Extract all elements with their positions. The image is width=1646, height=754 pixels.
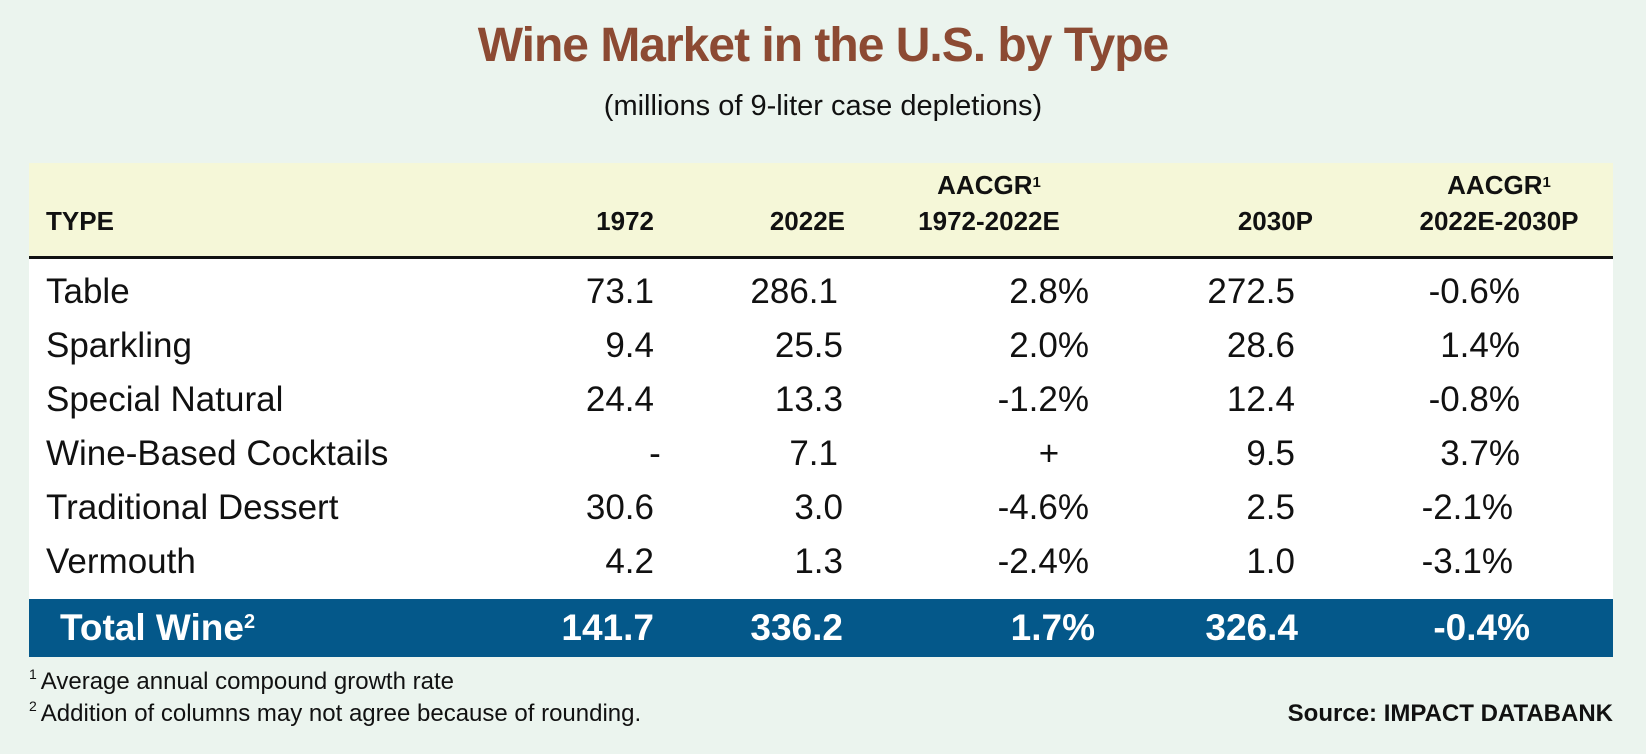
value-1972: 30.6 <box>585 488 654 527</box>
value-aacgr-1972-2022e: -2.4% <box>997 542 1089 581</box>
value-aacgr-1972-2022e: 2.0% <box>1009 326 1089 365</box>
header-2030p: 2030P <box>1237 206 1313 236</box>
table-row: Sparkling 9.4 25.5 2.0% 28.6 1.4% <box>29 319 1613 373</box>
header-2022e: 2022E <box>769 206 845 236</box>
value-2022e: 3.0 <box>794 488 843 527</box>
header-1972: 1972 <box>596 206 654 236</box>
value-aacgr-2022e-2030p: -0.6% <box>1428 272 1520 311</box>
table-header: TYPE 1972 2022E AACGR1 1972-2022E 2030P … <box>29 163 1613 259</box>
total-aacgr-1972-2022e: 1.7% <box>1010 607 1095 648</box>
total-1972: 141.7 <box>561 607 654 648</box>
footnote-2: 2 Addition of columns may not agree becau… <box>29 698 642 727</box>
value-2030p: 272.5 <box>1207 272 1295 311</box>
value-aacgr-2022e-2030p: -0.8% <box>1428 380 1520 419</box>
value-2022e: 1.3 <box>794 542 843 581</box>
value-2030p: 12.4 <box>1226 380 1295 419</box>
value-2030p: 1.0 <box>1246 542 1295 581</box>
header-type: TYPE <box>46 206 114 236</box>
value-aacgr-1972-2022e: 2.8% <box>1009 272 1089 311</box>
value-2030p: 28.6 <box>1226 326 1295 365</box>
table-body: Table 73.1 286.1 2.8% 272.5 -0.6% Sparkl… <box>29 259 1613 599</box>
value-2022e: 286.1 <box>750 272 838 311</box>
value-aacgr-2022e-2030p: -3.1% <box>1421 542 1513 581</box>
value-1972: 73.1 <box>585 272 654 311</box>
value-1972: 9.4 <box>605 326 654 365</box>
row-type: Sparkling <box>46 326 192 365</box>
table-row: Table 73.1 286.1 2.8% 272.5 -0.6% <box>29 265 1613 319</box>
table-row: Vermouth 4.2 1.3 -2.4% 1.0 -3.1% <box>29 535 1613 589</box>
value-1972: 4.2 <box>605 542 654 581</box>
value-2030p: 2.5 <box>1246 488 1295 527</box>
total-aacgr-2022e-2030p: -0.4% <box>1433 607 1530 648</box>
value-2022e: 25.5 <box>774 326 843 365</box>
value-aacgr-1972-2022e: + <box>1038 434 1060 473</box>
table-row: Wine-Based Cocktails - 7.1 + 9.5 3.7% <box>29 427 1613 481</box>
header-aacgr-1972-2022e: AACGR1 1972-2022E <box>918 170 1060 236</box>
table-row: Special Natural 24.4 13.3 -1.2% 12.4 -0.… <box>29 373 1613 427</box>
value-aacgr-2022e-2030p: 1.4% <box>1440 326 1520 365</box>
value-2022e: 7.1 <box>789 434 838 473</box>
table-row: Traditional Dessert 30.6 3.0 -4.6% 2.5 -… <box>29 481 1613 535</box>
row-type: Table <box>46 272 130 311</box>
header-aacgr-2022e-2030p: AACGR1 2022E-2030P <box>1419 170 1579 236</box>
total-label: Total Wine2 <box>60 607 256 648</box>
data-table: TYPE 1972 2022E AACGR1 1972-2022E 2030P … <box>29 163 1613 657</box>
total-row: Total Wine2 141.7 336.2 1.7% 326.4 -0.4% <box>29 599 1613 657</box>
value-aacgr-2022e-2030p: 3.7% <box>1440 434 1520 473</box>
chart-title: Wine Market in the U.S. by Type <box>477 19 1169 72</box>
chart-subtitle: (millions of 9-liter case depletions) <box>603 90 1043 122</box>
row-type: Wine-Based Cocktails <box>46 434 389 473</box>
row-type: Vermouth <box>46 542 196 581</box>
row-type: Special Natural <box>46 380 284 419</box>
value-1972: - <box>649 434 661 473</box>
value-2030p: 9.5 <box>1246 434 1295 473</box>
value-aacgr-2022e-2030p: -2.1% <box>1421 488 1513 527</box>
total-2022e: 336.2 <box>750 607 843 648</box>
value-aacgr-1972-2022e: -4.6% <box>997 488 1089 527</box>
value-aacgr-1972-2022e: -1.2% <box>997 380 1089 419</box>
footnote-1: 1 Average annual compound growth rate <box>29 666 454 695</box>
row-type: Traditional Dessert <box>46 488 339 527</box>
total-2030p: 326.4 <box>1205 607 1298 648</box>
source-credit: Source: IMPACT DATABANK <box>1287 700 1613 727</box>
value-2022e: 13.3 <box>774 380 843 419</box>
value-1972: 24.4 <box>585 380 654 419</box>
